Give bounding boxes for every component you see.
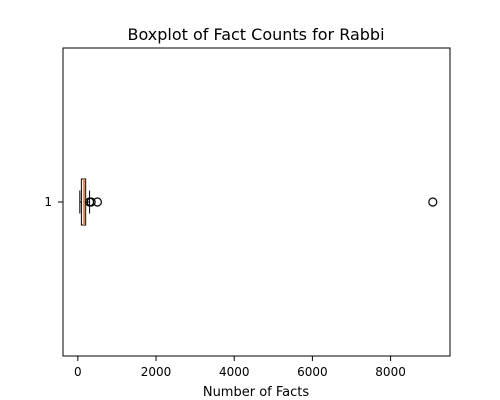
outlier-point [428,197,438,207]
outlier-point [92,197,103,207]
outlier-point [86,197,96,207]
x-tick-label: 8000 [375,365,406,379]
plot-area [62,47,451,357]
chart-title: Boxplot of Fact Counts for Rabbi [127,25,384,44]
x-tick-label: 2000 [141,365,172,379]
boxplot-series [79,178,438,226]
x-tick-label: 4000 [219,365,250,379]
x-tick-label: 0 [74,365,82,379]
x-axis-label: Number of Facts [203,385,310,400]
y-tick-label: 1 [44,195,52,209]
x-tick-label: 6000 [297,365,328,379]
x-axis: 0 2000 4000 6000 8000 [74,356,406,379]
y-axis: 1 [44,195,63,209]
